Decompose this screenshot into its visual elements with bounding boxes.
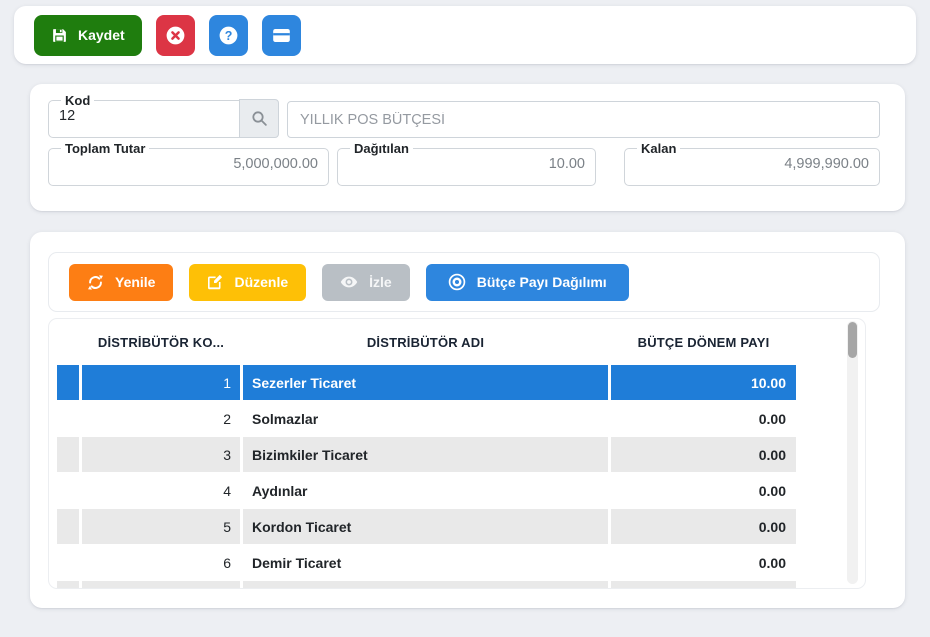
table-row[interactable]: 6 Demir Ticaret 0.00 xyxy=(49,545,865,580)
table-scrollbar[interactable] xyxy=(847,321,858,584)
refresh-button-label: Yenile xyxy=(115,274,156,290)
row-indicator-cell[interactable] xyxy=(57,545,79,580)
watch-button-label: İzle xyxy=(369,274,392,290)
distributor-table: DİSTRİBÜTÖR KO... DİSTRİBÜTÖR ADI BÜTÇE … xyxy=(48,318,866,589)
cancel-button[interactable] xyxy=(155,14,195,56)
header-distributor-name[interactable]: DİSTRİBÜTÖR ADI xyxy=(366,334,485,350)
distributor-name-cell: Kordon Ticaret xyxy=(243,509,608,544)
row-indicator-cell[interactable] xyxy=(57,401,79,436)
edit-button-label: Düzenle xyxy=(234,274,289,290)
row-indicator-cell[interactable] xyxy=(57,473,79,508)
distributor-name-cell: Demir Ticaret xyxy=(243,545,608,580)
total-amount-label: Toplam Tutar xyxy=(65,141,146,156)
code-search-button[interactable] xyxy=(239,99,279,138)
bullseye-icon xyxy=(448,273,466,291)
search-icon xyxy=(251,110,268,127)
header-budget-share[interactable]: BÜTÇE DÖNEM PAYI xyxy=(637,334,770,350)
budget-share-distribution-label: Bütçe Payı Dağılımı xyxy=(476,274,607,290)
table-row[interactable]: 4 Aydınlar 0.00 xyxy=(49,473,865,508)
remaining-field-group: Kalan xyxy=(624,142,880,186)
table-row-partial xyxy=(49,581,865,588)
table-row[interactable]: 2 Solmazlar 0.00 xyxy=(49,401,865,436)
help-button[interactable]: ? xyxy=(208,14,248,56)
budget-share-cell: 0.00 xyxy=(611,473,796,508)
distributor-code-cell: 5 xyxy=(82,509,240,544)
budget-share-cell: 0.00 xyxy=(611,509,796,544)
code-input[interactable] xyxy=(59,106,229,126)
table-row[interactable]: 1 Sezerler Ticaret 10.00 xyxy=(49,365,865,400)
row-indicator-cell[interactable] xyxy=(57,509,79,544)
distributor-code-cell: 6 xyxy=(82,545,240,580)
edit-icon xyxy=(207,274,223,290)
budget-share-cell: 0.00 xyxy=(611,437,796,472)
distributed-field-group: Dağıtılan xyxy=(337,142,596,186)
x-circle-icon xyxy=(166,26,185,45)
total-amount-input[interactable] xyxy=(59,154,318,174)
refresh-icon xyxy=(87,274,104,291)
edit-button[interactable]: Düzenle xyxy=(189,263,307,301)
table-row[interactable]: 3 Bizimkiler Ticaret 0.00 xyxy=(49,437,865,472)
table-header-row: DİSTRİBÜTÖR KO... DİSTRİBÜTÖR ADI BÜTÇE … xyxy=(49,319,865,365)
distributor-code-cell: 1 xyxy=(82,365,240,400)
budget-description-input[interactable] xyxy=(287,101,880,138)
row-indicator-cell[interactable] xyxy=(57,365,79,400)
distributor-code-cell: 3 xyxy=(82,437,240,472)
save-button-label: Kaydet xyxy=(78,27,125,43)
top-toolbar: Kaydet ? xyxy=(14,6,916,64)
refresh-button[interactable]: Yenile xyxy=(69,263,174,301)
distributor-name-cell: Aydınlar xyxy=(243,473,608,508)
table-row[interactable]: 5 Kordon Ticaret 0.00 xyxy=(49,509,865,544)
budget-share-distribution-button[interactable]: Bütçe Payı Dağılımı xyxy=(425,263,629,301)
header-distributor-code[interactable]: DİSTRİBÜTÖR KO... xyxy=(97,334,225,350)
window-button[interactable] xyxy=(261,14,301,56)
budget-share-cell: 0.00 xyxy=(611,401,796,436)
table-body: 1 Sezerler Ticaret 10.00 2 Solmazlar 0.0… xyxy=(49,365,865,580)
budget-form-card: Kod Toplam Tutar Dağıtılan Kalan xyxy=(30,84,905,211)
eye-icon xyxy=(340,273,358,291)
svg-text:?: ? xyxy=(224,29,232,43)
distributed-label: Dağıtılan xyxy=(354,141,409,156)
table-actions-panel: Yenile Düzenle İzle xyxy=(48,252,880,312)
budget-share-cell: 0.00 xyxy=(611,545,796,580)
watch-button[interactable]: İzle xyxy=(322,263,410,301)
save-icon xyxy=(51,27,68,44)
code-field-label: Kod xyxy=(65,93,91,108)
row-indicator-cell[interactable] xyxy=(57,437,79,472)
code-field-group: Kod xyxy=(48,94,240,138)
distributor-code-cell: 2 xyxy=(82,401,240,436)
save-button[interactable]: Kaydet xyxy=(34,14,142,56)
distributor-name-cell: Bizimkiler Ticaret xyxy=(243,437,608,472)
distributor-code-cell: 4 xyxy=(82,473,240,508)
distributor-name-cell: Sezerler Ticaret xyxy=(243,365,608,400)
scrollbar-thumb[interactable] xyxy=(848,322,857,358)
window-icon xyxy=(272,26,291,45)
question-circle-icon: ? xyxy=(219,26,238,45)
distributor-name-cell: Solmazlar xyxy=(243,401,608,436)
budget-share-cell: 10.00 xyxy=(611,365,796,400)
remaining-label: Kalan xyxy=(641,141,677,156)
total-amount-field-group: Toplam Tutar xyxy=(48,142,329,186)
remaining-input[interactable] xyxy=(635,154,869,174)
distributor-table-card: Yenile Düzenle İzle xyxy=(30,232,905,608)
distributed-input[interactable] xyxy=(348,154,585,174)
